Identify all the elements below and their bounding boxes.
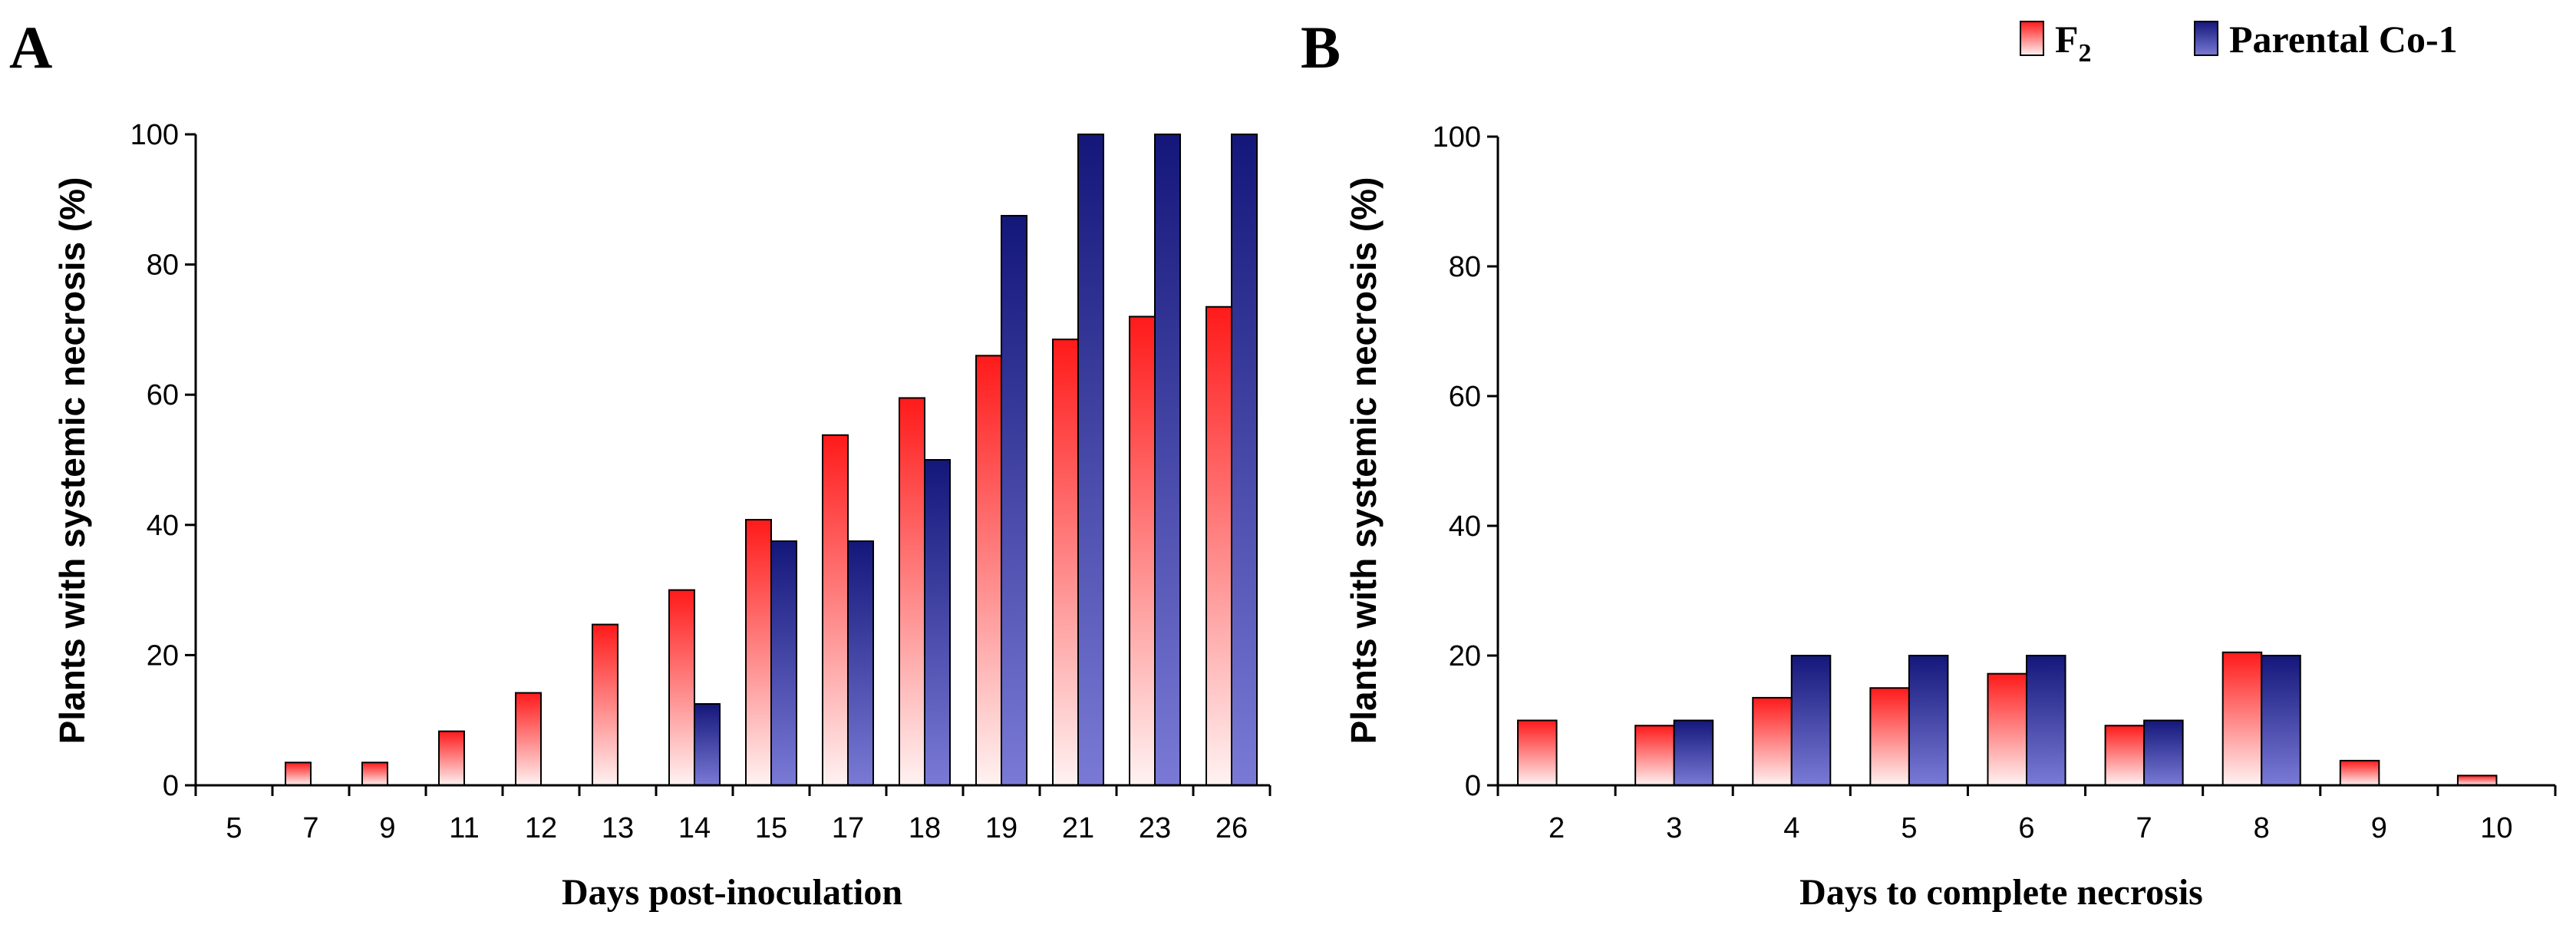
bar-f2 [668,589,695,786]
y-axis-title-b: Plants with systemic necrosis (%) [1344,177,1384,745]
y-tick-label: 0 [163,770,179,802]
bars-b [1517,651,2498,787]
x-tick-label: 14 [678,812,711,844]
chart-panel-b: Plants with systemic necrosis (%) Days t… [1344,121,2557,913]
legend-label-parental: Parental Co-1 [2229,18,2458,61]
x-tick-label: 19 [985,812,1018,844]
x-tick-label: 5 [1901,812,1917,844]
bar-parental [1001,215,1027,786]
bar-f2 [438,730,465,787]
chart-panel-a: Plants with systemic necrosis (%) Days p… [52,119,1272,913]
bar-f2 [975,355,1002,786]
bar-f2 [2339,759,2380,787]
x-tick-label: 17 [832,812,864,844]
x-tick-label: 5 [226,812,242,844]
bar-f2 [1206,306,1232,787]
bar-f2 [899,397,925,786]
y-tick-label: 100 [130,119,179,151]
x-tick-label: 9 [379,812,395,844]
y-tick-label: 80 [1449,251,1481,283]
y-ticks-a: 0 20 40 60 80 100 [130,119,196,802]
bar-parental [1908,655,1949,786]
x-tick-label: 12 [525,812,557,844]
bar-parental [847,540,874,786]
y-ticks-b: 0 20 40 60 80 100 [1433,121,1498,802]
bar-parental [1673,719,1714,786]
y-tick-label: 60 [147,379,179,411]
x-ticks-a: 5 7 9 11 12 13 14 15 17 18 19 21 23 26 [194,785,1272,844]
bar-f2 [822,434,849,786]
y-tick-label: 40 [147,510,179,542]
x-axis-title-a: Days post-inoculation [562,872,902,913]
legend-swatch-parental [2194,21,2218,56]
bar-f2 [285,761,312,787]
x-tick-label: 4 [1783,812,1799,844]
x-tick-label: 6 [2018,812,2034,844]
legend-label-f2: F2 [2055,18,2092,68]
x-tick-label: 18 [909,812,941,844]
x-tick-label: 23 [1139,812,1171,844]
bar-f2 [592,623,618,786]
x-tick-label: 9 [2371,812,2387,844]
legend: F2 Parental Co-1 [2020,18,2458,68]
bar-f2 [1052,339,1079,786]
panel-b-label: B [1301,14,1341,81]
bar-f2 [2456,775,2498,787]
x-tick-label: 13 [602,812,634,844]
bar-parental [694,703,721,786]
bars-a [285,134,1258,787]
y-tick-label: 20 [147,639,179,672]
bar-f2 [1869,687,1910,786]
legend-swatch-f2 [2020,21,2044,56]
bar-parental [770,540,797,786]
y-axis-title-a: Plants with systemic necrosis (%) [52,177,92,745]
x-tick-label: 10 [2480,812,2512,844]
bar-f2 [1987,672,2028,786]
bar-f2 [745,519,772,786]
bar-f2 [2221,651,2263,787]
x-ticks-b: 2 3 4 5 6 7 8 9 10 [1496,785,2557,844]
y-tick-label: 60 [1449,381,1481,413]
x-axis-title-b: Days to complete necrosis [1799,872,2203,913]
y-tick-label: 100 [1433,121,1481,154]
bar-parental [2143,719,2184,786]
x-tick-label: 21 [1062,812,1094,844]
bar-parental [2026,655,2066,786]
y-tick-label: 80 [147,249,179,282]
bar-f2 [1129,315,1156,786]
y-tick-label: 0 [1465,770,1481,802]
x-tick-label: 26 [1215,812,1248,844]
bar-parental [2261,655,2301,786]
bar-parental [1154,134,1181,786]
panel-a-label: A [9,14,52,81]
x-tick-label: 15 [755,812,787,844]
x-tick-label: 11 [449,812,479,844]
y-tick-label: 20 [1449,640,1481,672]
bar-parental [1231,134,1258,786]
bar-parental [1790,655,1832,786]
bar-parental [924,459,951,786]
bar-parental [1077,134,1104,786]
bar-f2 [361,761,388,787]
x-tick-label: 2 [1549,812,1565,844]
x-tick-label: 8 [2254,812,2270,844]
bar-f2 [2104,725,2146,787]
y-tick-label: 40 [1449,510,1481,543]
x-tick-label: 7 [2136,812,2152,844]
bar-f2 [1517,719,1558,786]
x-tick-label: 3 [1666,812,1682,844]
x-tick-label: 7 [302,812,318,844]
bar-f2 [1634,725,1675,787]
bar-f2 [1752,696,1793,786]
bar-f2 [515,692,542,786]
